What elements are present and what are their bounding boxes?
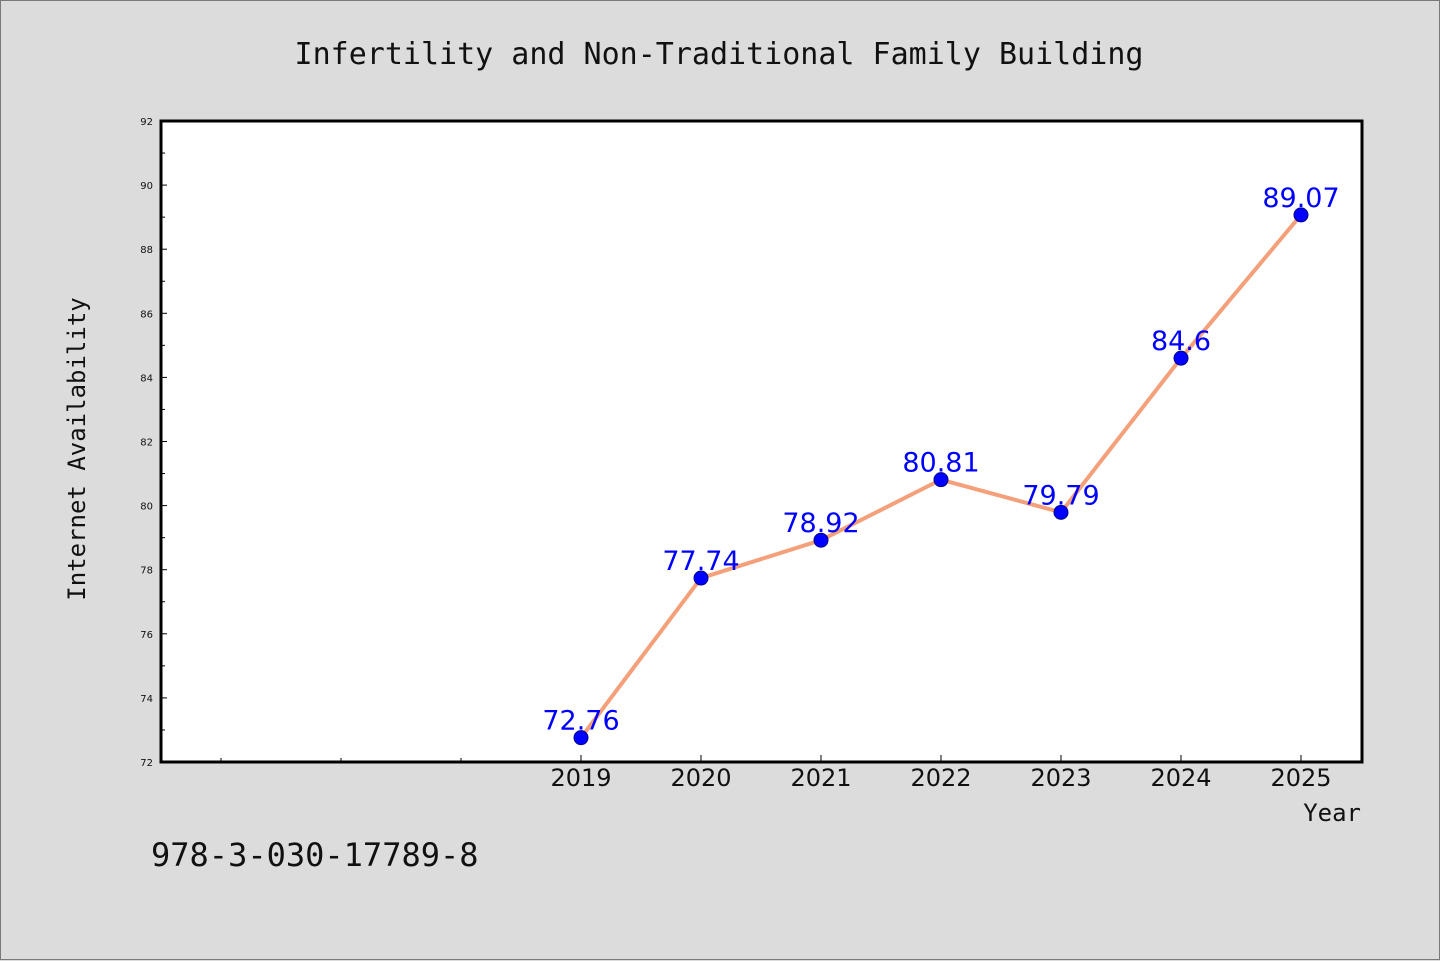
x-axis-title: Year	[1303, 799, 1361, 827]
data-labels: 72.76 77.74 78.92 80.81 79.79 84.6 89.07	[542, 183, 1339, 737]
x-tick-label: 2024	[1150, 764, 1211, 792]
data-point	[1293, 207, 1309, 223]
data-point	[1173, 350, 1189, 366]
y-tick-label: 88	[140, 245, 153, 256]
data-point	[813, 532, 829, 548]
x-axis: 2019 2020 2021 2022 2023 2024 2025	[220, 755, 1332, 792]
data-label: 84.6	[1151, 326, 1211, 357]
y-tick-label: 72	[140, 758, 153, 769]
x-tick-label: 2023	[1030, 764, 1091, 792]
data-label: 89.07	[1262, 183, 1339, 214]
data-label: 80.81	[902, 448, 979, 479]
y-tick-label: 86	[140, 309, 153, 320]
x-tick-label: 2019	[550, 764, 611, 792]
isbn-footnote: 978-3-030-17789-8	[151, 836, 479, 874]
data-label: 72.76	[542, 706, 619, 737]
y-tick-label: 74	[140, 694, 153, 705]
data-label: 77.74	[662, 546, 739, 577]
y-axis: 72 74 76 78 80 82 84 86 88 90 92	[140, 117, 167, 769]
data-point	[1053, 504, 1069, 520]
x-tick-label: 2021	[790, 764, 851, 792]
chart-title: Infertility and Non-Traditional Family B…	[295, 37, 1144, 72]
y-tick-label: 80	[140, 502, 153, 513]
plot-area	[159, 119, 1364, 764]
y-tick-label: 92	[140, 117, 153, 128]
data-point	[933, 472, 949, 488]
x-tick-label: 2022	[910, 764, 971, 792]
data-point	[693, 570, 709, 586]
y-tick-label: 76	[140, 630, 153, 641]
data-point	[573, 730, 589, 746]
data-label: 78.92	[782, 508, 859, 539]
y-tick-label: 84	[140, 373, 153, 384]
x-tick-label: 2025	[1270, 764, 1331, 792]
y-tick-label: 78	[140, 566, 153, 577]
y-axis-title: Internet Availability	[63, 297, 91, 600]
y-tick-label: 82	[140, 438, 153, 449]
series-layer	[573, 207, 1309, 746]
data-label: 79.79	[1022, 480, 1099, 511]
y-tick-label: 90	[140, 181, 153, 192]
x-tick-label: 2020	[670, 764, 731, 792]
